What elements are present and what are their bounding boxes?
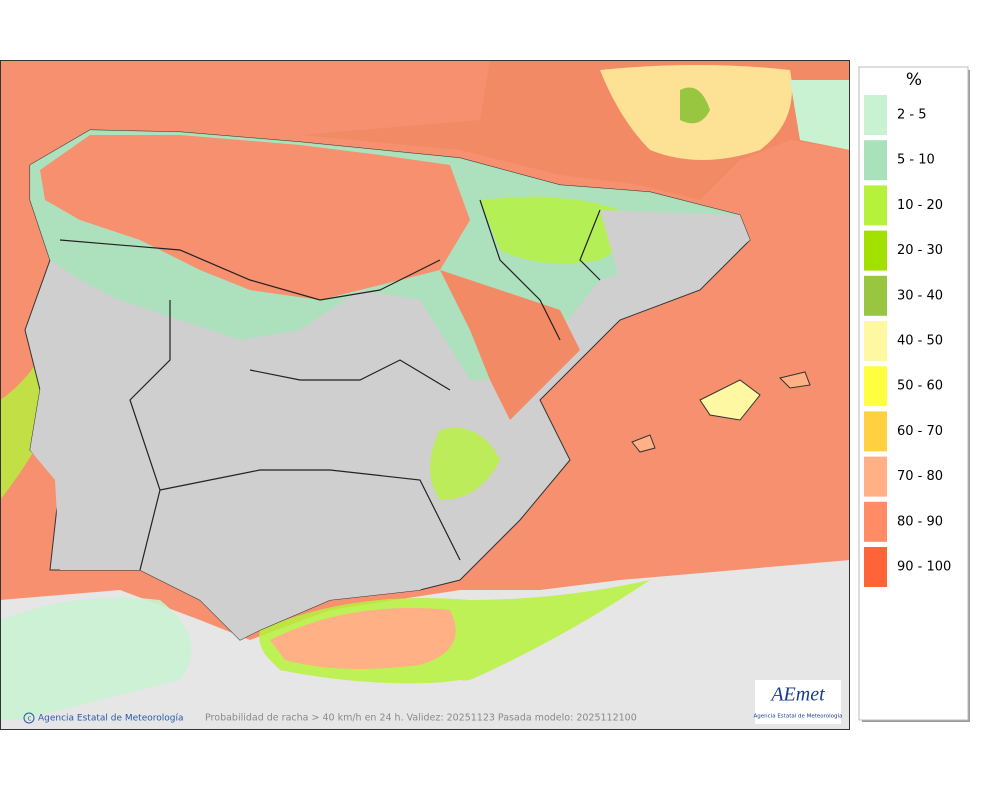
- legend-items: 2 - 5 5 - 10 10 - 20 20 - 30 30 - 40 40 - 50 5…: [864, 95, 951, 587]
- ibiza: [631, 434, 656, 453]
- legend-label: 30 - 40: [897, 288, 943, 303]
- legend-label: 20 - 30: [897, 243, 943, 258]
- map-frame: [0, 60, 850, 730]
- band: [480, 196, 627, 264]
- map: [0, 60, 850, 730]
- copyright-c: c: [28, 715, 32, 723]
- legend-swatch: [864, 185, 887, 226]
- copyright-icon: [23, 712, 35, 724]
- legend-label: 40 - 50: [897, 334, 943, 349]
- footer: Probabilidad de racha > 40 km/h en 24 h.…: [205, 713, 637, 724]
- africa: [190, 640, 850, 730]
- mallorca: [699, 379, 761, 421]
- legend-label: 90 - 100: [897, 560, 951, 575]
- interior: [30, 290, 460, 640]
- legend-swatch: [864, 501, 887, 542]
- legend-label: 5 - 10: [897, 153, 935, 168]
- legend-swatch: [864, 95, 887, 135]
- band: [270, 608, 456, 669]
- band: [680, 87, 710, 124]
- legend-label: 2 - 5: [897, 108, 927, 123]
- legend-label: 70 - 80: [897, 469, 943, 484]
- logo-subtitle: Agencia Estatal de Meteorología: [754, 713, 843, 720]
- band: [0, 597, 192, 720]
- legend-swatch: [864, 366, 887, 407]
- legend-swatch: [864, 547, 887, 587]
- band: [40, 135, 470, 300]
- legend-label: 50 - 60: [897, 379, 943, 394]
- logo: AEmet: [769, 684, 825, 706]
- logo-box: [755, 680, 841, 724]
- band: [440, 270, 580, 420]
- legend-swatch: [864, 140, 887, 181]
- legend-title: %: [906, 70, 922, 90]
- legend-swatch: [864, 275, 887, 316]
- legend-swatch: [864, 456, 887, 497]
- legend-label: 60 - 70: [897, 424, 943, 439]
- legend-swatch: [864, 411, 887, 452]
- credit: Agencia Estatal de Meteorología: [38, 714, 184, 724]
- menorca: [779, 371, 811, 389]
- legend-swatch: [864, 321, 887, 361]
- legend-swatch: [864, 230, 887, 271]
- land: [600, 210, 750, 280]
- legend-label: 80 - 90: [897, 514, 943, 529]
- band: [790, 80, 850, 150]
- band: [430, 428, 500, 500]
- legend-label: 10 - 20: [897, 198, 943, 213]
- borders: [59, 199, 601, 571]
